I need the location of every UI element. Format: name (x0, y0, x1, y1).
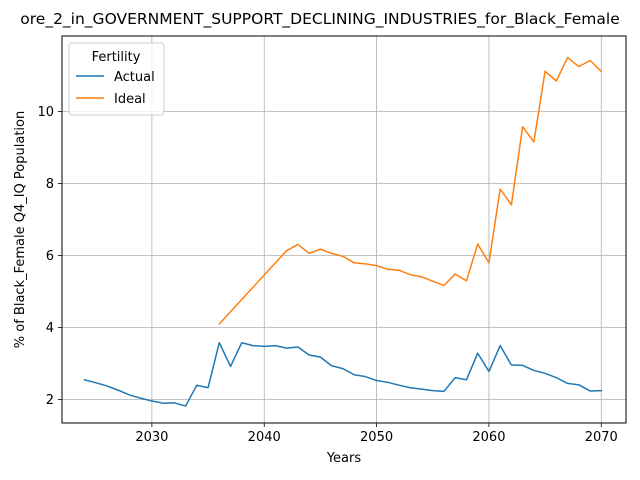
x-tick-label: 2040 (248, 430, 281, 445)
chart-title: ore_2_in_GOVERNMENT_SUPPORT_DECLINING_IN… (20, 10, 619, 29)
y-tick-label: 6 (46, 249, 54, 264)
y-tick-label: 10 (37, 105, 54, 120)
series-line-ideal (218, 56, 603, 326)
y-tick-label: 2 (46, 393, 54, 408)
grid (62, 36, 626, 423)
legend: Fertility Actual Ideal (68, 42, 165, 116)
x-tick-label: 2070 (585, 430, 618, 445)
x-tick-label: 2060 (472, 430, 505, 445)
y-axis-label: % of Black_Female Q4_IQ Population (13, 111, 28, 348)
axis-ticks: 2030 2040 2050 2060 2070 2 4 6 8 10 (37, 105, 617, 445)
y-tick-label: 4 (46, 321, 54, 336)
x-tick-label: 2030 (135, 430, 168, 445)
plot-frame (61, 35, 627, 424)
x-axis-label: Years (326, 451, 362, 466)
series-line-actual (83, 341, 603, 407)
legend-label-actual: Actual (114, 70, 155, 85)
x-tick-label: 2050 (360, 430, 393, 445)
y-tick-label: 8 (46, 177, 54, 192)
series-lines (83, 56, 603, 407)
legend-label-ideal: Ideal (114, 92, 146, 107)
legend-title: Fertility (92, 50, 141, 65)
legend-box (68, 42, 165, 116)
